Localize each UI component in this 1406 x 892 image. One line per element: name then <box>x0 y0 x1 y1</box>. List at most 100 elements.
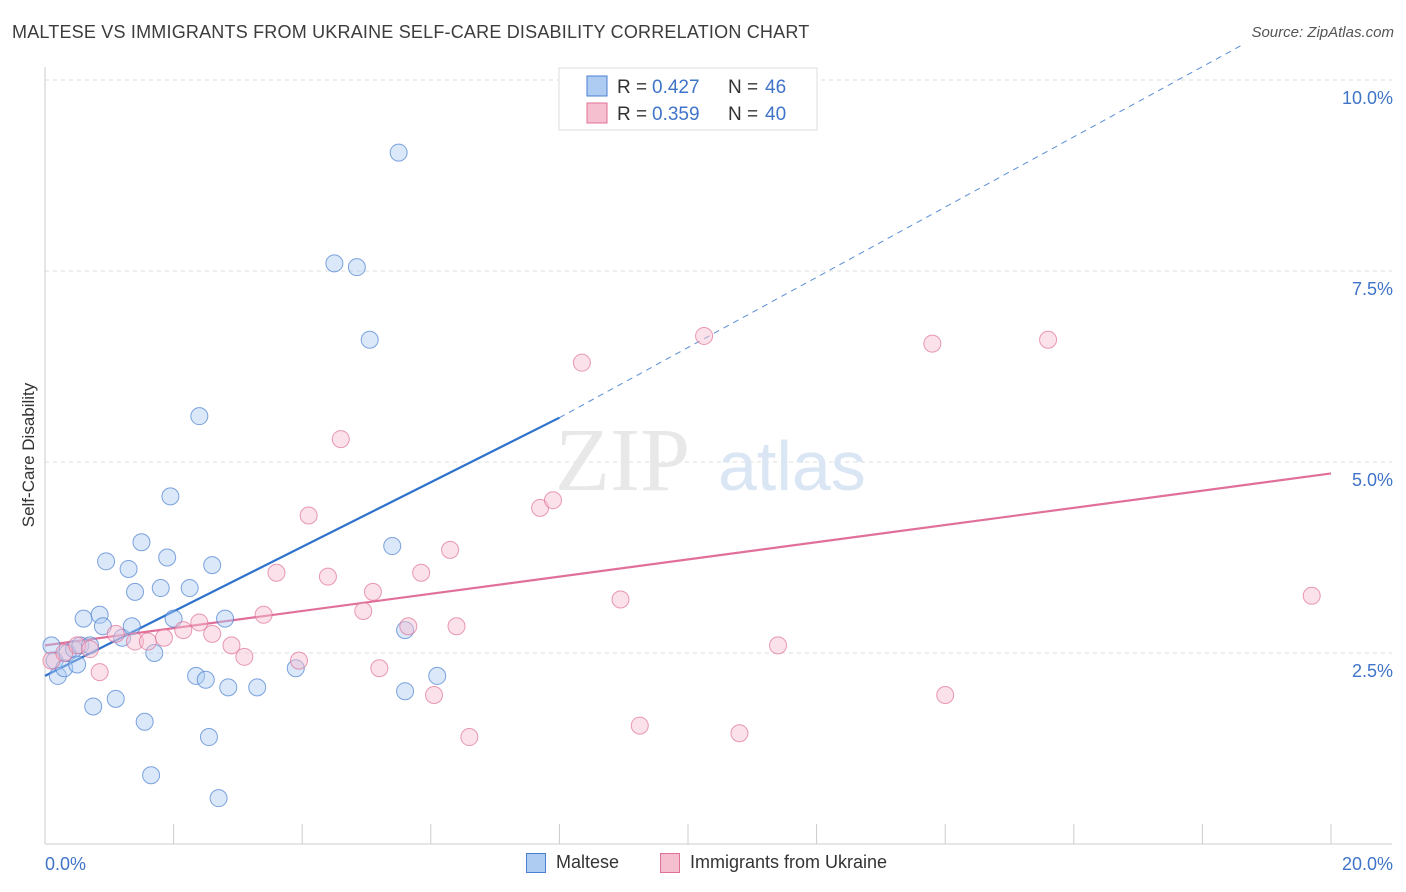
data-point <box>203 624 222 643</box>
data-point <box>187 666 206 685</box>
data-point <box>135 712 154 731</box>
data-point <box>190 613 209 632</box>
legend-n-label: N = <box>728 77 758 98</box>
gridlines: 2.5% 5.0% 7.5% 10.0% <box>45 79 1393 681</box>
data-point <box>1039 330 1058 349</box>
data-point <box>106 689 125 708</box>
data-point <box>543 491 562 510</box>
data-point <box>318 567 337 586</box>
data-point <box>289 651 308 670</box>
data-point <box>174 621 193 640</box>
data-point <box>267 563 286 582</box>
legend-n-value: 40 <box>765 104 786 125</box>
data-point <box>425 686 444 705</box>
data-point <box>695 326 714 345</box>
data-point <box>412 563 431 582</box>
watermark-zip: ZIP <box>555 411 690 510</box>
data-point <box>363 582 382 601</box>
data-point <box>154 628 173 647</box>
data-point <box>74 609 93 628</box>
data-point <box>199 728 218 747</box>
watermark: ZIP atlas <box>555 411 866 510</box>
data-point <box>630 716 649 735</box>
data-point <box>299 506 318 525</box>
data-point <box>132 533 151 552</box>
legend-swatch <box>660 852 680 873</box>
data-point <box>730 724 749 743</box>
legend-swatch-blue <box>586 75 608 97</box>
data-point <box>1302 586 1321 605</box>
data-point <box>354 601 373 620</box>
y-tick-label: 2.5% <box>1352 661 1393 681</box>
data-point <box>145 644 164 662</box>
legend-stats: R = 0.427 N = 46 R = 0.359 N = 40 <box>558 67 818 131</box>
x-tick-label: 20.0% <box>1342 854 1393 874</box>
data-point <box>441 540 460 559</box>
trend-line-extension <box>559 45 1242 419</box>
data-point <box>126 582 145 601</box>
source-credit: Source: ZipAtlas.com <box>1251 24 1394 41</box>
legend-swatch <box>526 852 546 873</box>
data-point <box>81 640 100 659</box>
data-point <box>151 579 170 598</box>
data-point <box>347 258 366 277</box>
data-point <box>235 647 254 666</box>
data-point <box>447 617 466 636</box>
data-point <box>138 632 157 651</box>
data-point <box>331 430 350 449</box>
data-point <box>90 663 109 682</box>
data-points <box>42 143 1321 808</box>
legend-r-value: 0.359 <box>652 104 700 125</box>
data-point <box>97 552 116 571</box>
data-point <box>428 666 447 685</box>
data-point <box>460 728 479 747</box>
data-point <box>923 334 942 353</box>
data-point <box>81 636 100 655</box>
data-point <box>90 605 109 624</box>
legend-r-label: R = <box>617 77 647 98</box>
legend-item-maltese: Maltese <box>526 852 619 873</box>
legend-series-name: Maltese <box>556 852 620 872</box>
legend-n-label: N = <box>728 104 758 125</box>
legend-series-name: Immigrants from Ukraine <box>690 852 888 872</box>
data-point <box>119 559 138 578</box>
data-point <box>383 537 402 556</box>
data-point <box>216 609 235 628</box>
trend-lines <box>44 45 1332 677</box>
watermark-atlas: atlas <box>718 427 866 505</box>
data-point <box>180 579 199 598</box>
data-point <box>254 605 273 624</box>
y-tick-label: 10.0% <box>1342 88 1393 108</box>
legend-swatch-pink <box>586 102 608 124</box>
legend-r-label: R = <box>617 104 647 125</box>
data-point <box>48 666 67 685</box>
legend-r-value: 0.427 <box>652 77 700 98</box>
data-point <box>209 789 228 808</box>
data-point <box>190 407 209 426</box>
data-point <box>222 636 241 655</box>
data-point <box>936 686 955 705</box>
data-point <box>142 766 161 785</box>
y-tick-label: 5.0% <box>1352 470 1393 490</box>
data-point <box>389 143 408 162</box>
data-point <box>325 254 344 273</box>
data-point <box>399 617 418 636</box>
axes: 0.0% 20.0% <box>44 67 1393 874</box>
data-point <box>769 636 788 655</box>
trend-line <box>44 472 1332 647</box>
chart-title: MALTESE VS IMMIGRANTS FROM UKRAINE SELF-… <box>12 22 810 42</box>
data-point <box>68 655 87 674</box>
data-point <box>196 670 215 689</box>
data-point <box>611 590 630 609</box>
data-point <box>572 353 591 372</box>
data-point <box>370 659 389 678</box>
data-point <box>203 556 222 575</box>
data-point <box>164 609 183 628</box>
data-point <box>248 678 267 697</box>
data-point <box>219 678 238 697</box>
data-point <box>126 632 145 651</box>
legend-item-ukraine: Immigrants from Ukraine <box>660 852 887 873</box>
data-point <box>84 697 103 716</box>
y-tick-label: 7.5% <box>1352 279 1393 299</box>
